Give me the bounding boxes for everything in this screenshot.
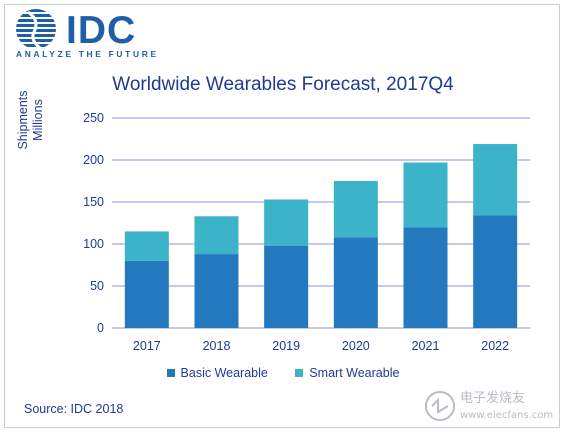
legend-item-smart: Smart Wearable xyxy=(295,366,399,380)
legend-label-smart: Smart Wearable xyxy=(309,366,400,380)
bar-basic-2021 xyxy=(403,227,448,328)
logo-brand: IDC xyxy=(66,9,137,52)
y-tick-label: 50 xyxy=(90,279,104,293)
watermark-url: www.elecfans.com xyxy=(460,410,553,421)
x-tick-label: 2022 xyxy=(481,339,509,353)
y-tick-label: 250 xyxy=(83,111,104,125)
idc-logo: IDC ANALYZE THE FUTURE xyxy=(14,8,156,66)
bar-smart-2017 xyxy=(124,231,169,261)
bar-smart-2022 xyxy=(473,144,518,216)
bar-basic-2020 xyxy=(333,237,378,328)
bar-smart-2020 xyxy=(333,181,378,238)
x-tick-label: 2018 xyxy=(203,339,231,353)
y-tick-label: 0 xyxy=(97,321,104,335)
elecfans-watermark: 电子发烧友 www.elecfans.com xyxy=(425,390,553,421)
watermark-logo-icon xyxy=(425,391,455,421)
legend-item-basic: Basic Wearable xyxy=(166,366,268,380)
x-tick-label: 2017 xyxy=(133,339,161,353)
source-note: Source: IDC 2018 xyxy=(24,402,124,416)
x-tick-label: 2020 xyxy=(342,339,370,353)
bar-basic-2017 xyxy=(124,260,169,328)
bar-basic-2018 xyxy=(194,254,239,328)
legend-swatch-smart xyxy=(295,369,304,377)
watermark-cn: 电子发烧友 xyxy=(460,390,525,406)
logo-tagline: ANALYZE THE FUTURE xyxy=(16,49,159,59)
x-tick-label: 2021 xyxy=(412,339,440,353)
globe-icon xyxy=(16,9,56,50)
bar-smart-2018 xyxy=(194,216,239,255)
x-tick-label: 2019 xyxy=(272,339,300,353)
chart-title: Worldwide Wearables Forecast, 2017Q4 xyxy=(112,74,454,95)
bar-basic-2022 xyxy=(473,215,518,328)
bar-basic-2019 xyxy=(264,245,309,328)
y-tick-label: 150 xyxy=(83,195,104,209)
legend-label-basic: Basic Wearable xyxy=(180,366,268,380)
legend-swatch-basic xyxy=(166,369,175,377)
y-tick-label: 100 xyxy=(83,237,104,251)
bar-smart-2019 xyxy=(264,199,309,246)
y-tick-label: 200 xyxy=(83,153,104,167)
bar-smart-2021 xyxy=(403,162,448,228)
legend: Basic Wearable Smart Wearable xyxy=(0,366,566,380)
